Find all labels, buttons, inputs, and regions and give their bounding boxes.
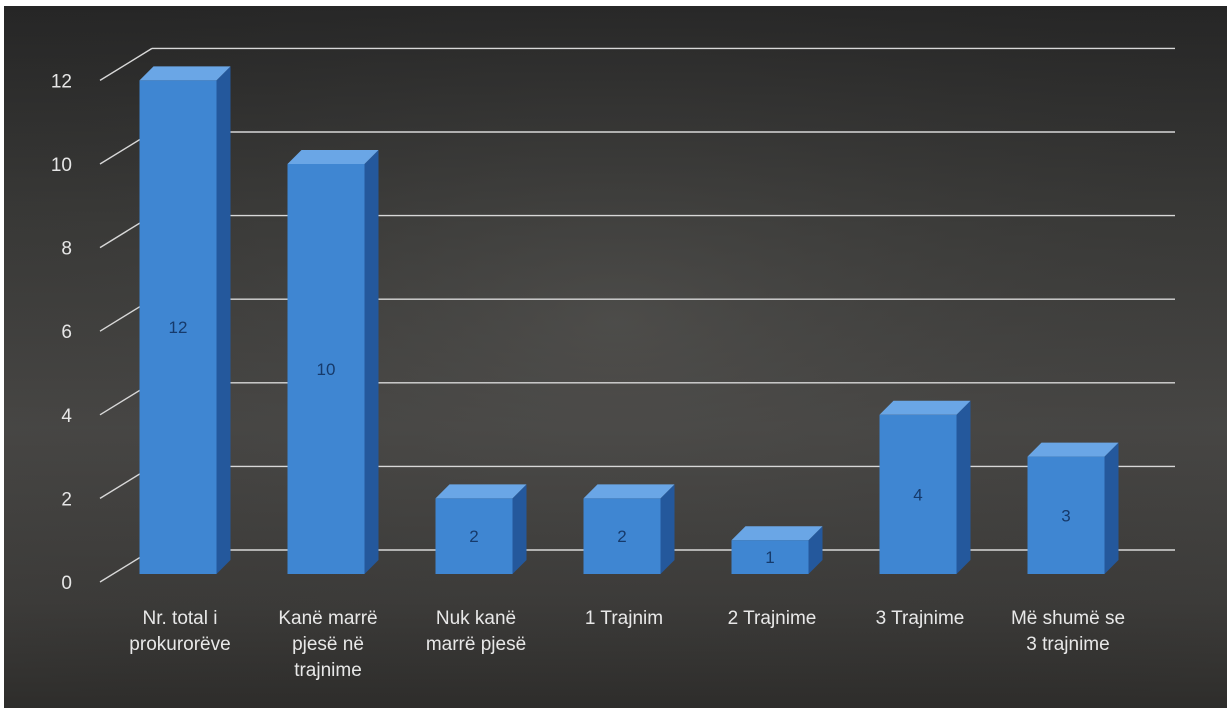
x-tick-label: Më shumë se 3 trajnime: [1011, 608, 1125, 655]
x-tick-label: 3 Trajnime: [876, 608, 965, 629]
bar: [583, 484, 675, 574]
bar-front: [435, 498, 513, 574]
y-tick-label: 0: [61, 573, 72, 594]
y-tick-label: 8: [61, 239, 72, 260]
bar-top: [1027, 442, 1119, 457]
x-tick-label-line: prokurorëve: [129, 634, 230, 655]
bar-top: [583, 484, 675, 499]
bar-top: [287, 150, 379, 164]
bar-front: [1027, 456, 1105, 574]
x-tick-label-line: marrë pjesë: [426, 634, 526, 655]
x-tick-label-line: 1 Trajnim: [585, 608, 663, 629]
x-tick-label: Nuk kanë marrë pjesë: [426, 608, 526, 655]
y-tick-label: 6: [61, 322, 72, 343]
y-tick-label: 12: [51, 71, 72, 92]
bar-front: [731, 540, 809, 574]
x-tick-label-line: Nr. total i: [143, 608, 218, 629]
bar-side: [512, 484, 527, 574]
bar-side: [808, 526, 823, 574]
x-tick-label-line: 3 trajnime: [1026, 634, 1109, 655]
bar-front: [879, 414, 957, 574]
y-tick-label: 10: [51, 155, 72, 176]
x-tick-label: 1 Trajnim: [585, 608, 663, 629]
bar-side: [216, 66, 231, 575]
data-label: 12: [169, 318, 188, 337]
bar-side: [364, 150, 379, 574]
x-tick-label-line: trajnime: [294, 660, 362, 681]
x-tick-label: 2 Trajnime: [728, 608, 817, 629]
bar-top: [879, 400, 971, 415]
x-tick-label-line: pjesë në: [292, 634, 364, 655]
bar-side: [1104, 442, 1119, 574]
x-tick-label-line: Kanë marrë: [278, 608, 377, 629]
gridline-diagonal: [99, 47, 153, 81]
bar: [731, 526, 823, 574]
bar-top: [139, 66, 231, 81]
x-tick-label: Nr. total i prokurorëve: [129, 608, 230, 655]
bar: [139, 66, 231, 575]
bar: [435, 484, 527, 574]
bar: [879, 400, 971, 574]
data-label: 2: [617, 527, 626, 546]
bar-side: [660, 484, 675, 574]
bar-front: [139, 80, 217, 575]
data-label: 4: [913, 485, 922, 504]
x-tick-label-line: 2 Trajnime: [728, 608, 817, 629]
data-label: 10: [317, 360, 336, 379]
data-label: 3: [1061, 506, 1070, 525]
x-tick-label-line: 3 Trajnime: [876, 608, 965, 629]
x-tick-label-line: Më shumë se: [1011, 608, 1125, 629]
bar: [1027, 442, 1119, 574]
data-label: 1: [765, 548, 774, 567]
bar-top: [435, 484, 527, 499]
bar-top: [731, 526, 823, 541]
bar-front: [583, 498, 661, 574]
x-tick-label-line: Nuk kanë: [436, 608, 516, 629]
y-tick-label: 2: [61, 489, 72, 510]
data-label: 2: [469, 527, 478, 546]
y-tick-label: 4: [61, 406, 72, 427]
x-tick-label: Kanë marrë pjesë në trajnime: [278, 608, 377, 681]
bar-front: [287, 164, 365, 574]
bar-side: [956, 400, 971, 574]
bar: [287, 150, 379, 574]
